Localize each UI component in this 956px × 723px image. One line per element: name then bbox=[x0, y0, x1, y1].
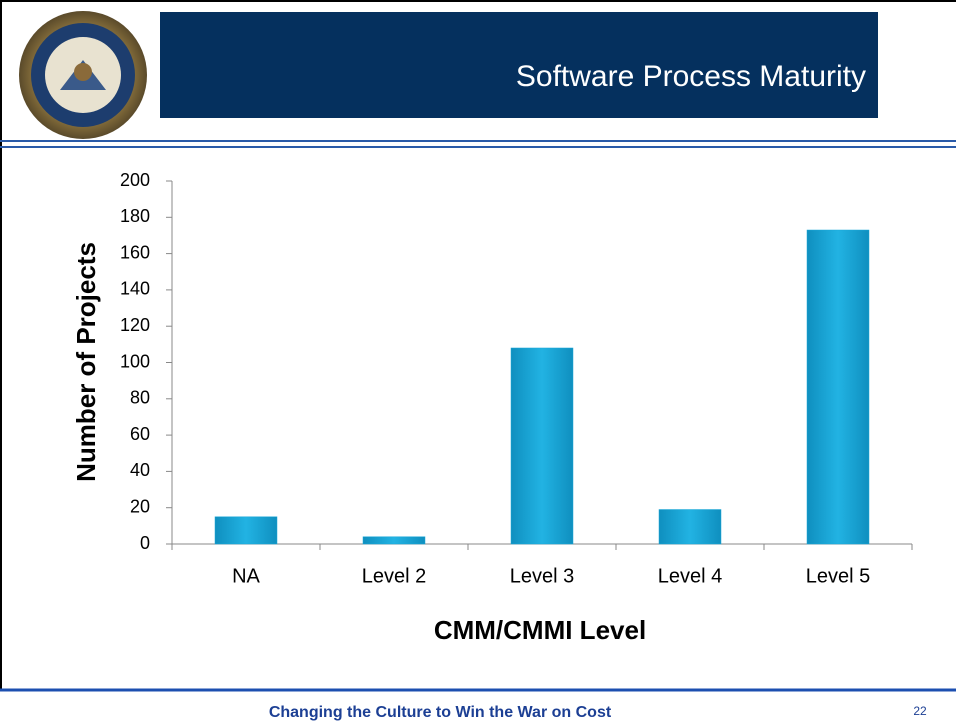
bar bbox=[362, 536, 426, 545]
y-axis-title: Number of Projects bbox=[71, 242, 101, 482]
x-axis-title: CMM/CMMI Level bbox=[434, 615, 646, 645]
title-box bbox=[160, 12, 878, 118]
y-tick-label: 40 bbox=[130, 460, 150, 480]
y-tick-label: 80 bbox=[130, 388, 150, 408]
y-tick-label: 160 bbox=[120, 242, 150, 262]
footer-text: Changing the Culture to Win the War on C… bbox=[269, 704, 612, 721]
x-tick-label: Level 3 bbox=[510, 565, 575, 587]
y-tick-label: 140 bbox=[120, 279, 150, 299]
y-tick-label: 20 bbox=[130, 496, 150, 516]
bar bbox=[214, 516, 278, 545]
bar bbox=[806, 229, 870, 545]
x-tick-label: Level 4 bbox=[658, 565, 723, 587]
bar bbox=[510, 347, 574, 545]
seal bbox=[19, 11, 147, 139]
bar bbox=[658, 509, 722, 545]
x-tick-label: Level 2 bbox=[362, 565, 427, 587]
y-tick-label: 0 bbox=[140, 533, 150, 553]
y-tick-label: 180 bbox=[120, 206, 150, 226]
y-tick-label: 100 bbox=[120, 351, 150, 371]
page-number: 22 bbox=[913, 704, 927, 718]
x-tick-label: NA bbox=[232, 565, 260, 587]
x-tick-label: Level 5 bbox=[806, 565, 871, 587]
y-tick-label: 200 bbox=[120, 170, 150, 190]
y-tick-label: 120 bbox=[120, 315, 150, 335]
y-tick-label: 60 bbox=[130, 424, 150, 444]
slide-title: Software Process Maturity bbox=[516, 60, 866, 93]
